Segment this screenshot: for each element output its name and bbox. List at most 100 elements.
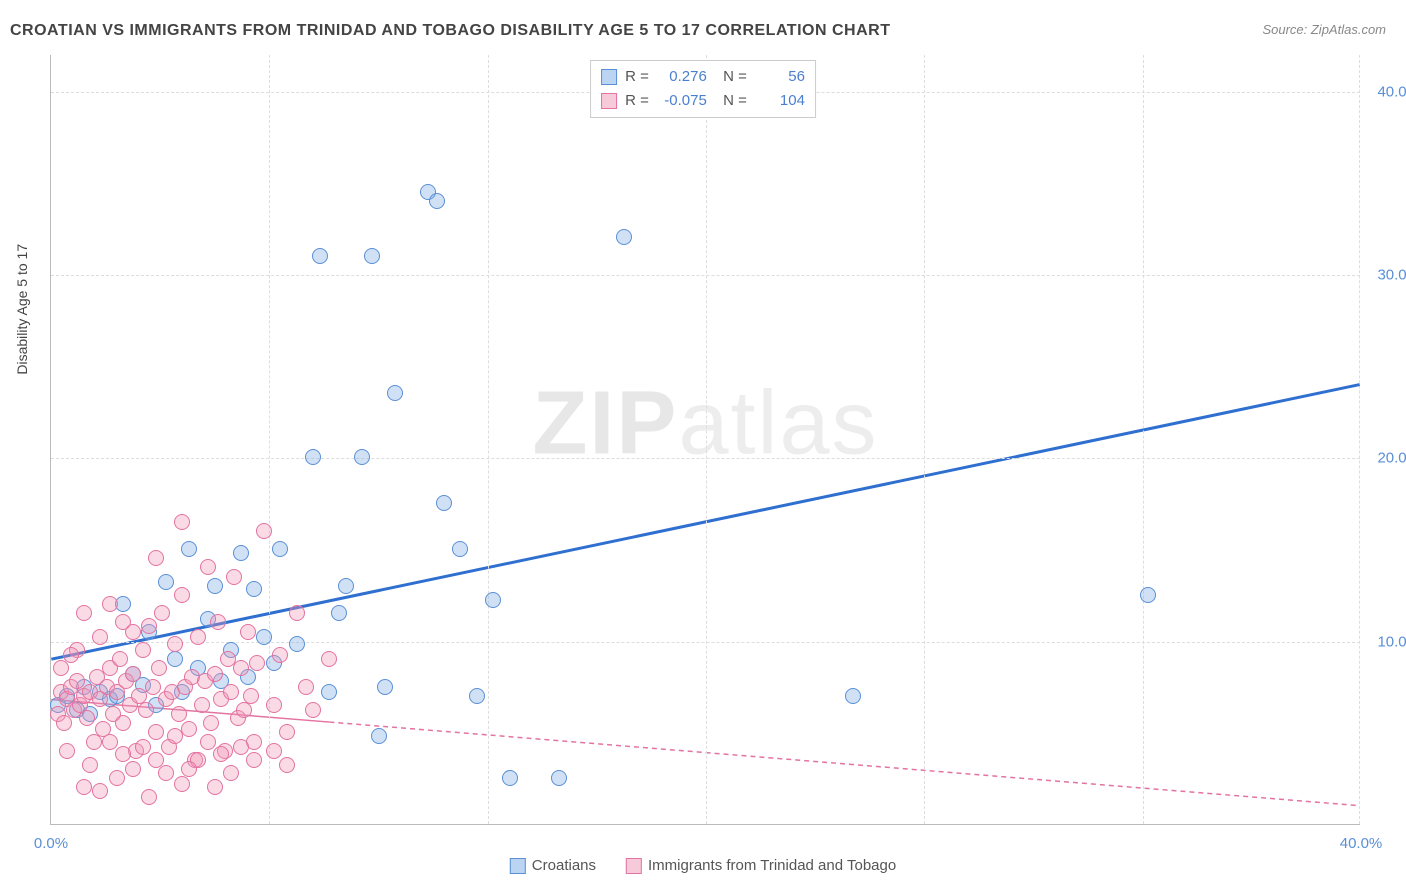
scatter-point <box>485 592 501 608</box>
scatter-point <box>63 647 79 663</box>
scatter-point <box>233 739 249 755</box>
legend-label: Immigrants from Trinidad and Tobago <box>648 857 896 874</box>
scatter-point <box>233 660 249 676</box>
scatter-point <box>305 449 321 465</box>
legend-label: Croatians <box>532 857 596 874</box>
scatter-point <box>115 715 131 731</box>
scatter-point <box>279 724 295 740</box>
scatter-point <box>102 734 118 750</box>
scatter-point <box>354 449 370 465</box>
scatter-point <box>115 746 131 762</box>
legend-swatch <box>626 858 642 874</box>
scatter-point <box>272 647 288 663</box>
legend-item: Croatians <box>510 857 596 874</box>
scatter-point <box>502 770 518 786</box>
scatter-point <box>469 688 485 704</box>
scatter-point <box>79 710 95 726</box>
scatter-point <box>59 743 75 759</box>
scatter-point <box>135 739 151 755</box>
scatter-point <box>312 248 328 264</box>
scatter-point <box>102 596 118 612</box>
stat-value-n: 56 <box>755 65 805 89</box>
grid-line-v <box>706 55 707 824</box>
scatter-point <box>200 734 216 750</box>
scatter-point <box>148 752 164 768</box>
scatter-point <box>1140 587 1156 603</box>
scatter-point <box>207 578 223 594</box>
scatter-point <box>246 752 262 768</box>
scatter-point <box>305 702 321 718</box>
scatter-point <box>223 684 239 700</box>
scatter-point <box>200 559 216 575</box>
y-tick-label: 30.0% <box>1365 267 1406 284</box>
scatter-point <box>167 728 183 744</box>
scatter-point <box>158 765 174 781</box>
stat-label-n: N = <box>715 65 747 89</box>
scatter-point <box>135 642 151 658</box>
correlation-stats-box: R =0.276 N =56R =-0.075 N =104 <box>590 60 816 118</box>
scatter-point <box>141 618 157 634</box>
scatter-point <box>272 541 288 557</box>
y-tick-label: 20.0% <box>1365 450 1406 467</box>
stat-value-r: -0.075 <box>657 89 707 113</box>
scatter-point <box>845 688 861 704</box>
scatter-point <box>210 614 226 630</box>
scatter-point <box>279 757 295 773</box>
scatter-point <box>289 636 305 652</box>
scatter-point <box>387 385 403 401</box>
scatter-point <box>338 578 354 594</box>
plot-right-border <box>1359 55 1360 824</box>
chart-title: CROATIAN VS IMMIGRANTS FROM TRINIDAD AND… <box>10 22 890 40</box>
legend-swatch <box>601 69 617 85</box>
scatter-point <box>76 779 92 795</box>
source-label: Source: ZipAtlas.com <box>1262 22 1386 37</box>
grid-line-v <box>1143 55 1144 824</box>
scatter-point <box>364 248 380 264</box>
stats-row: R = -0.075 N = 104 <box>601 89 805 113</box>
scatter-point <box>181 541 197 557</box>
scatter-point <box>207 779 223 795</box>
stat-label-r: R = <box>625 89 649 113</box>
scatter-point <box>158 574 174 590</box>
stat-label-n: N = <box>715 89 747 113</box>
scatter-point <box>181 761 197 777</box>
scatter-point <box>243 688 259 704</box>
scatter-point <box>331 605 347 621</box>
scatter-point <box>551 770 567 786</box>
scatter-point <box>203 715 219 731</box>
scatter-point <box>223 765 239 781</box>
bottom-legend: Croatians Immigrants from Trinidad and To… <box>510 857 896 874</box>
scatter-point <box>190 629 206 645</box>
scatter-point <box>429 193 445 209</box>
scatter-point <box>125 624 141 640</box>
scatter-point <box>167 636 183 652</box>
scatter-point <box>266 743 282 759</box>
scatter-point <box>256 629 272 645</box>
scatter-point <box>148 724 164 740</box>
scatter-point <box>371 728 387 744</box>
scatter-point <box>289 605 305 621</box>
scatter-point <box>226 569 242 585</box>
scatter-point <box>148 550 164 566</box>
stat-label-r: R = <box>625 65 649 89</box>
scatter-point <box>141 789 157 805</box>
scatter-point <box>174 514 190 530</box>
x-tick-label: 40.0% <box>1340 835 1383 852</box>
scatter-point <box>174 776 190 792</box>
y-axis-label: Disability Age 5 to 17 <box>14 244 30 375</box>
scatter-point <box>436 495 452 511</box>
scatter-point <box>167 651 183 667</box>
scatter-point <box>246 581 262 597</box>
scatter-point <box>92 629 108 645</box>
scatter-point <box>452 541 468 557</box>
scatter-point <box>194 697 210 713</box>
scatter-point <box>125 761 141 777</box>
scatter-point <box>240 624 256 640</box>
scatter-point <box>266 697 282 713</box>
scatter-point <box>213 746 229 762</box>
scatter-point <box>377 679 393 695</box>
stat-value-n: 104 <box>755 89 805 113</box>
scatter-point <box>321 684 337 700</box>
scatter-point <box>154 605 170 621</box>
y-tick-label: 40.0% <box>1365 83 1406 100</box>
